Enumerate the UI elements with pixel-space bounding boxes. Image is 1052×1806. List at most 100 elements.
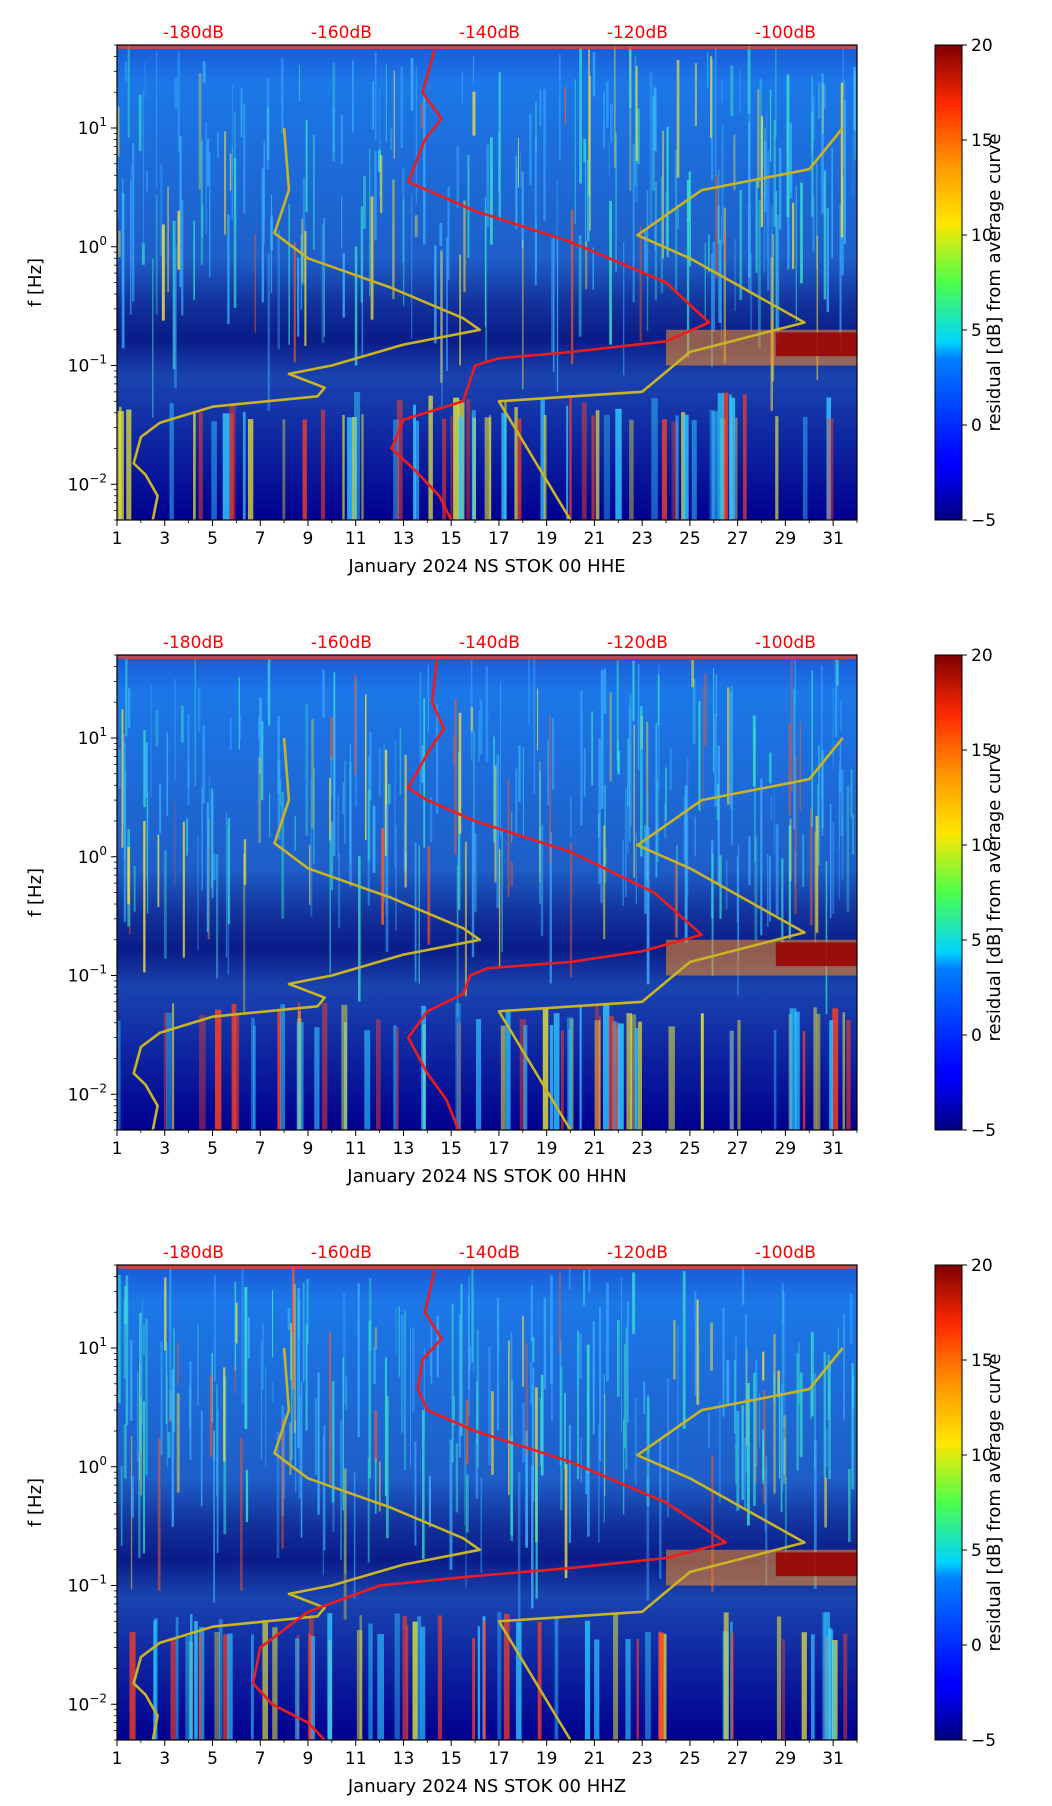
low-frequency-burst xyxy=(295,1638,300,1740)
spectral-stripe xyxy=(467,154,470,258)
low-frequency-burst xyxy=(242,411,246,520)
low-frequency-burst xyxy=(193,410,196,520)
spectral-stripe xyxy=(734,1334,737,1450)
spectral-stripe xyxy=(475,1438,479,1499)
x-tick-label: 7 xyxy=(255,1139,266,1159)
y-tick-label: 100 xyxy=(78,844,107,868)
low-frequency-burst xyxy=(537,1621,542,1740)
spectral-stripe xyxy=(810,808,813,926)
spectral-stripe xyxy=(157,834,160,907)
spectral-stripe xyxy=(453,1396,455,1426)
low-frequency-burst xyxy=(483,1620,486,1740)
spectral-stripe xyxy=(822,83,826,110)
low-frequency-burst xyxy=(517,418,522,520)
spectral-stripe xyxy=(395,1307,397,1354)
spectral-stripe xyxy=(531,1337,535,1362)
low-frequency-burst xyxy=(230,413,234,520)
spectral-stripe xyxy=(243,103,246,214)
spectral-stripe xyxy=(580,690,583,826)
spectral-stripe xyxy=(778,1380,781,1479)
y-tick-label: 10−2 xyxy=(68,1691,107,1715)
spectral-stripe xyxy=(214,1275,216,1382)
spectral-stripe xyxy=(759,78,762,182)
spectral-stripe xyxy=(583,138,586,163)
spectral-stripe xyxy=(531,1384,534,1471)
x-tick-label: 19 xyxy=(536,1139,558,1159)
low-frequency-burst xyxy=(199,1014,206,1130)
spectral-stripe xyxy=(812,196,815,252)
spectral-stripe xyxy=(240,88,243,137)
x-axis-label: January 2024 NS STOK 00 HHN xyxy=(346,1166,626,1187)
low-frequency-burst xyxy=(428,395,433,520)
spectral-stripe xyxy=(721,79,723,103)
spectral-stripe xyxy=(166,1374,168,1467)
spectral-stripe xyxy=(653,87,657,152)
spectral-stripe xyxy=(518,745,521,802)
spectral-stripe xyxy=(427,845,431,945)
low-frequency-burst xyxy=(477,1626,481,1740)
low-frequency-burst xyxy=(802,1031,806,1130)
spectral-stripe xyxy=(649,71,653,225)
low-frequency-burst xyxy=(603,1005,610,1130)
spectral-stripe xyxy=(124,743,126,859)
spectral-stripe xyxy=(610,103,613,143)
spectral-stripe xyxy=(711,253,713,367)
spectral-stripe xyxy=(277,760,281,840)
spectral-stripe xyxy=(777,1370,780,1398)
spectral-stripe xyxy=(530,1362,533,1404)
x-tick-label: 27 xyxy=(727,529,749,549)
spectral-stripe xyxy=(414,842,417,982)
spectral-stripe xyxy=(603,668,607,714)
spectral-stripe xyxy=(531,1465,534,1609)
spectral-stripe xyxy=(537,688,539,751)
low-frequency-burst xyxy=(842,1012,845,1130)
low-frequency-burst xyxy=(637,1021,642,1130)
spectral-stripe xyxy=(399,727,402,795)
spectral-stripe xyxy=(456,865,459,1017)
spectral-stripe xyxy=(825,1429,828,1467)
spectral-stripe xyxy=(321,223,325,343)
low-frequency-burst xyxy=(417,1616,422,1740)
spectral-stripe xyxy=(374,1327,378,1350)
spectral-stripe xyxy=(127,45,130,138)
low-frequency-burst xyxy=(519,1018,527,1130)
spectral-stripe xyxy=(160,164,163,256)
spectral-stripe xyxy=(127,847,130,905)
spectral-stripe xyxy=(361,214,363,358)
spectral-stripe xyxy=(309,844,311,905)
low-frequency-burst xyxy=(497,1612,502,1740)
low-frequency-burst xyxy=(523,1025,528,1130)
spectral-stripe xyxy=(277,231,280,350)
spectral-stripe xyxy=(476,1330,480,1468)
colorbar-tick-label: 10 xyxy=(971,836,993,856)
low-frequency-burst xyxy=(169,402,174,520)
spectral-stripe xyxy=(652,96,655,191)
spectral-stripe xyxy=(386,1395,389,1539)
spectral-stripe xyxy=(340,114,343,164)
spectral-stripe xyxy=(600,669,604,809)
low-frequency-burst xyxy=(683,414,689,520)
spectral-stripe xyxy=(517,137,519,188)
colorbar-tick-label: 15 xyxy=(971,1351,993,1371)
low-frequency-burst xyxy=(722,392,729,520)
spectral-stripe xyxy=(305,1324,308,1431)
spectral-stripe xyxy=(216,1409,219,1554)
spectral-stripe xyxy=(748,121,751,278)
spectral-stripe xyxy=(632,660,635,722)
spectral-stripe xyxy=(473,731,475,875)
spectral-stripe xyxy=(616,660,619,761)
low-frequency-burst xyxy=(516,1622,522,1740)
spectral-stripe xyxy=(528,657,530,725)
spectral-stripe xyxy=(412,1327,415,1412)
low-frequency-burst xyxy=(611,1020,617,1130)
spectral-stripe xyxy=(568,1424,571,1543)
spectral-stripe xyxy=(213,1430,215,1462)
spectral-stripe xyxy=(123,1424,127,1479)
spectral-stripe xyxy=(787,192,790,270)
spectral-stripe xyxy=(824,1477,827,1528)
spectral-stripe xyxy=(560,1367,563,1511)
spectral-stripe xyxy=(853,72,856,160)
spectral-stripe xyxy=(843,100,846,244)
spectral-stripe xyxy=(311,719,315,829)
spectral-stripe xyxy=(603,91,605,149)
